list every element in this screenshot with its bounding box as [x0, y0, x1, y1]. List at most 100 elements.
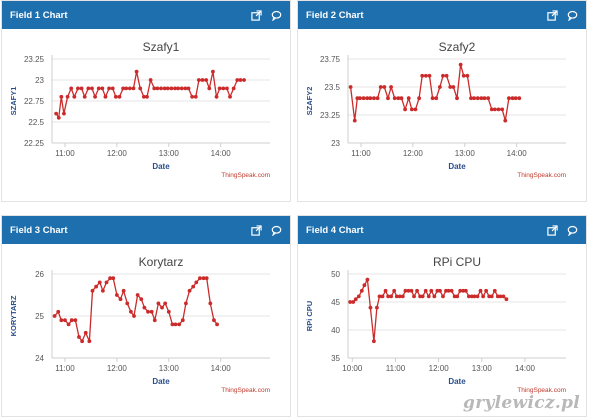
y-tick-label: 24 [35, 354, 44, 363]
data-point [478, 288, 483, 293]
field-3-chart-panel: Field 3 Chart Korytarz 24 25 26 11:00 12:00 13… [2, 216, 290, 416]
data-point [76, 86, 80, 91]
data-point [159, 86, 163, 91]
data-point [235, 78, 240, 82]
data-point [446, 288, 451, 293]
data-point [492, 107, 497, 112]
data-point [77, 335, 81, 339]
comment-icon[interactable] [567, 225, 578, 236]
comment-icon[interactable] [271, 225, 282, 236]
data-point [365, 96, 370, 101]
data-point [187, 288, 192, 293]
y-tick-label: 23 [35, 76, 44, 85]
data-point [193, 94, 198, 99]
data-point [170, 322, 175, 327]
data-point [382, 85, 387, 89]
data-point [194, 280, 199, 285]
data-point [472, 96, 477, 101]
data-point [73, 318, 78, 323]
y-tick-label: 23.25 [320, 111, 341, 120]
x-tick-label: 12:00 [403, 149, 424, 158]
data-point [383, 288, 388, 293]
thingspeak-credit: ThingSpeak.com [517, 172, 566, 179]
data-point [221, 86, 226, 91]
data-point [399, 96, 404, 101]
panel-header: Field 3 Chart [2, 216, 290, 244]
field-1-line-chart: Szafy1 22.25 22.5 22.75 23 23.25 11:00 12:00 13:… [9, 40, 270, 179]
y-tick-label: 23.5 [324, 83, 340, 92]
y-tick-label: 23.75 [320, 55, 341, 64]
x-tick-label: 12:00 [107, 364, 128, 373]
data-point [348, 85, 353, 89]
data-point [517, 96, 522, 101]
data-point [107, 86, 111, 91]
data-point [403, 107, 407, 112]
data-point [368, 96, 373, 101]
y-tick-label: 26 [35, 270, 44, 279]
external-link-icon[interactable] [251, 9, 262, 21]
x-tick-label: 12:00 [429, 364, 450, 373]
external-link-icon[interactable] [251, 224, 262, 236]
data-point [212, 318, 216, 323]
data-point [63, 318, 67, 323]
data-point [475, 96, 480, 101]
comment-icon[interactable] [567, 10, 578, 21]
data-point [201, 276, 206, 281]
external-link-icon[interactable] [547, 9, 558, 21]
data-point [375, 96, 380, 101]
data-point [503, 118, 508, 123]
x-tick-label: 13:00 [159, 149, 180, 158]
data-point [183, 86, 188, 91]
data-point [356, 294, 361, 299]
data-point [465, 73, 470, 78]
data-point [215, 322, 219, 327]
data-point [211, 69, 215, 74]
data-point [179, 86, 184, 91]
data-point [484, 288, 489, 293]
x-tick-label: 11:00 [386, 364, 406, 373]
chart-title: RPi CPU [433, 255, 481, 269]
data-point [198, 276, 202, 281]
data-point [207, 86, 212, 91]
data-point [135, 293, 140, 297]
data-point [152, 86, 157, 91]
data-point [489, 107, 494, 112]
data-point [504, 297, 509, 302]
data-point [176, 86, 181, 91]
data-point [406, 288, 411, 293]
data-point [52, 314, 57, 318]
external-link-icon[interactable] [547, 224, 558, 236]
thingspeak-credit: ThingSpeak.com [517, 387, 566, 394]
x-tick-label: 14:00 [515, 364, 536, 373]
x-tick-label: 13:00 [472, 364, 493, 373]
data-point [375, 305, 379, 310]
data-point [386, 294, 391, 299]
data-point [472, 294, 477, 299]
y-tick-label: 50 [331, 270, 340, 279]
x-tick-label: 11:00 [55, 364, 75, 373]
field-2-chart-panel: Field 2 Chart Szafy2 23 23.25 23.5 23.75 11:0… [298, 1, 586, 201]
series-line [350, 277, 507, 342]
y-tick-label: 23 [331, 139, 340, 148]
data-point [352, 118, 357, 123]
data-point [208, 301, 213, 306]
data-point [90, 288, 95, 293]
x-tick-label: 13:00 [159, 364, 180, 373]
data-point [90, 86, 94, 91]
comment-icon[interactable] [271, 10, 282, 21]
data-point [56, 115, 61, 120]
x-axis-label: Date [448, 377, 466, 386]
panel-title: Field 1 Chart [10, 9, 68, 21]
y-axis-label: SZAFY2 [305, 87, 314, 116]
data-point [372, 339, 376, 344]
data-point [127, 86, 132, 91]
data-point [358, 96, 362, 101]
panel-title: Field 2 Chart [306, 9, 364, 21]
data-point [481, 294, 486, 299]
data-point [466, 294, 471, 299]
data-point [56, 309, 61, 314]
panel-header: Field 1 Chart [2, 1, 290, 29]
data-point [59, 94, 64, 99]
x-tick-label: 11:00 [351, 149, 371, 158]
data-point [482, 96, 487, 101]
